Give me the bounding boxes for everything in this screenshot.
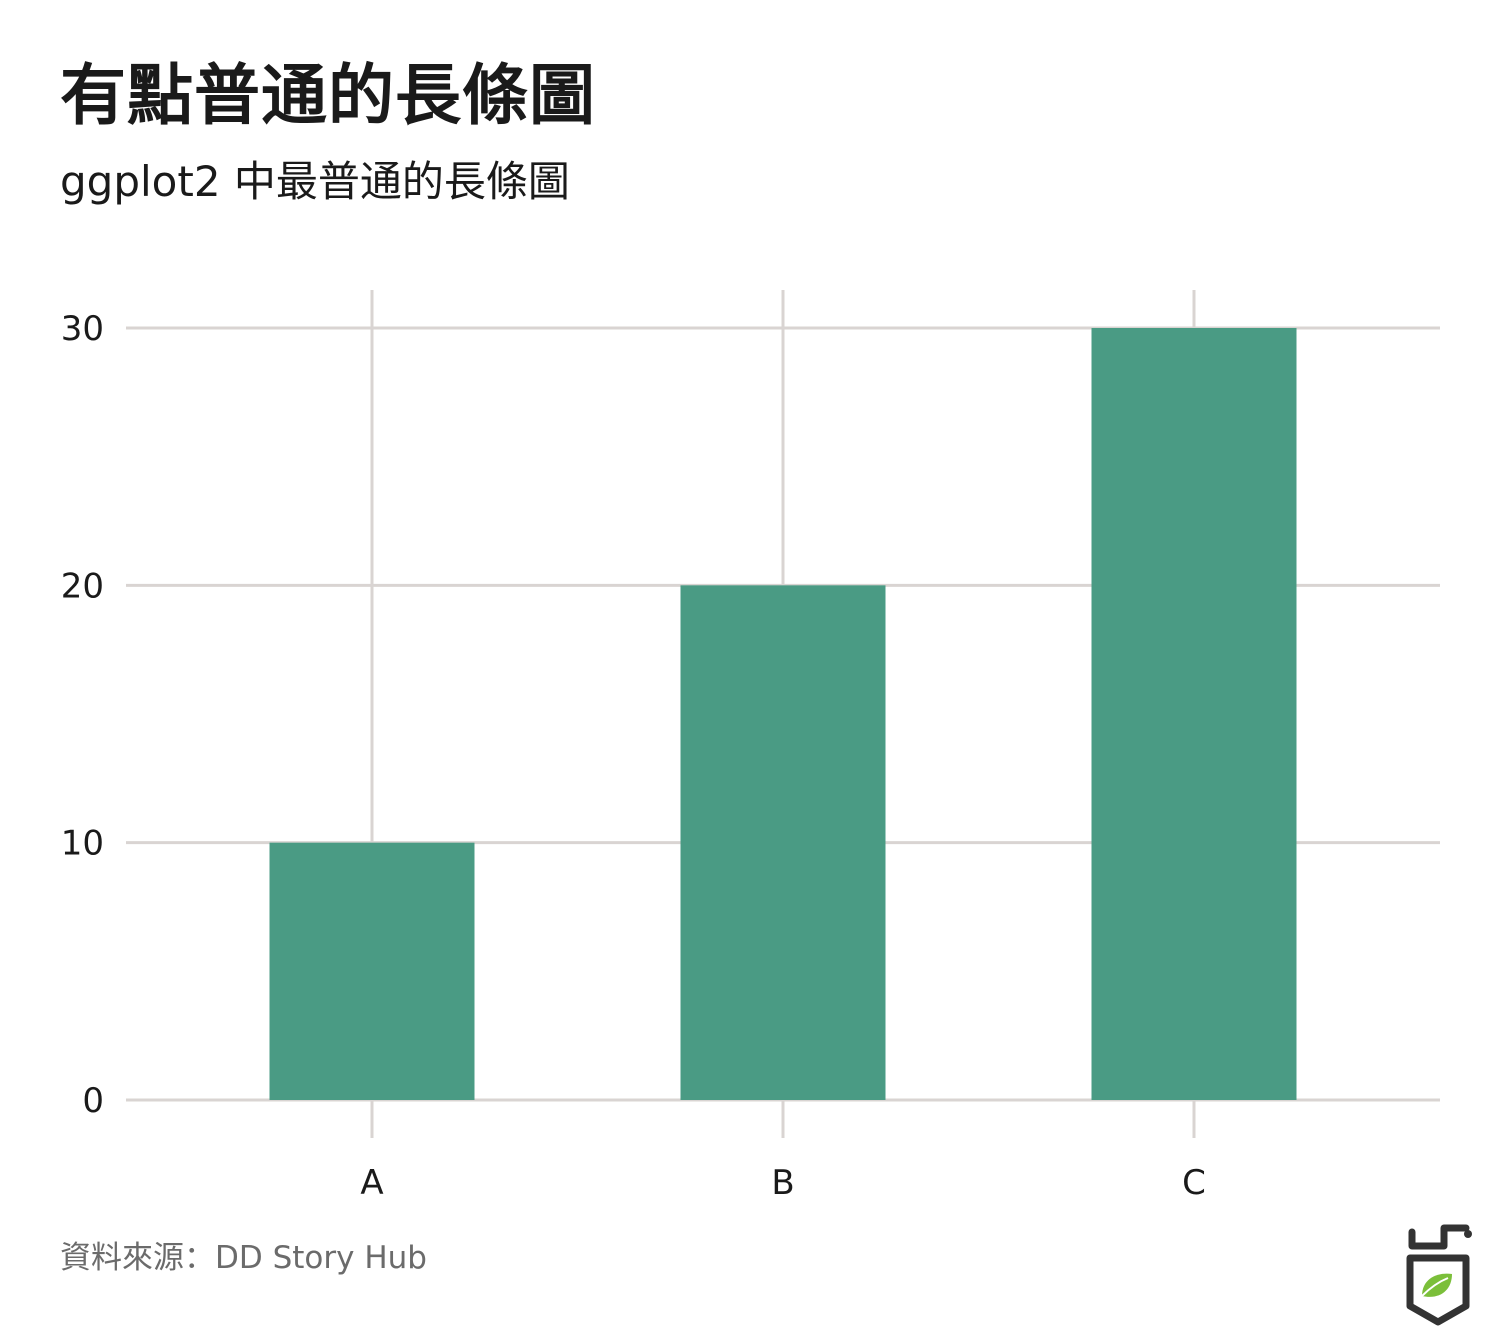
y-tick-label: 30: [61, 309, 104, 349]
bars: [269, 328, 1297, 1100]
dd-story-hub-logo-icon: [1406, 1224, 1472, 1326]
y-tick-label: 0: [82, 1081, 104, 1121]
bar-c: [1091, 328, 1297, 1100]
y-tick-label: 10: [61, 824, 104, 864]
x-tick-label: B: [771, 1163, 794, 1203]
y-tick-label: 20: [61, 566, 104, 606]
bar-a: [269, 842, 475, 1100]
x-tick-label: C: [1182, 1163, 1206, 1203]
axis-labels: 0 10 20 30 A B C: [61, 309, 1206, 1203]
x-tick-label: A: [360, 1163, 383, 1203]
bar-b: [680, 585, 886, 1100]
chart-subtitle: ggplot2 中最普通的長條圖: [60, 157, 570, 206]
chart-title: 有點普通的長條圖: [60, 57, 596, 134]
source-caption: 資料來源：DD Story Hub: [60, 1240, 427, 1276]
